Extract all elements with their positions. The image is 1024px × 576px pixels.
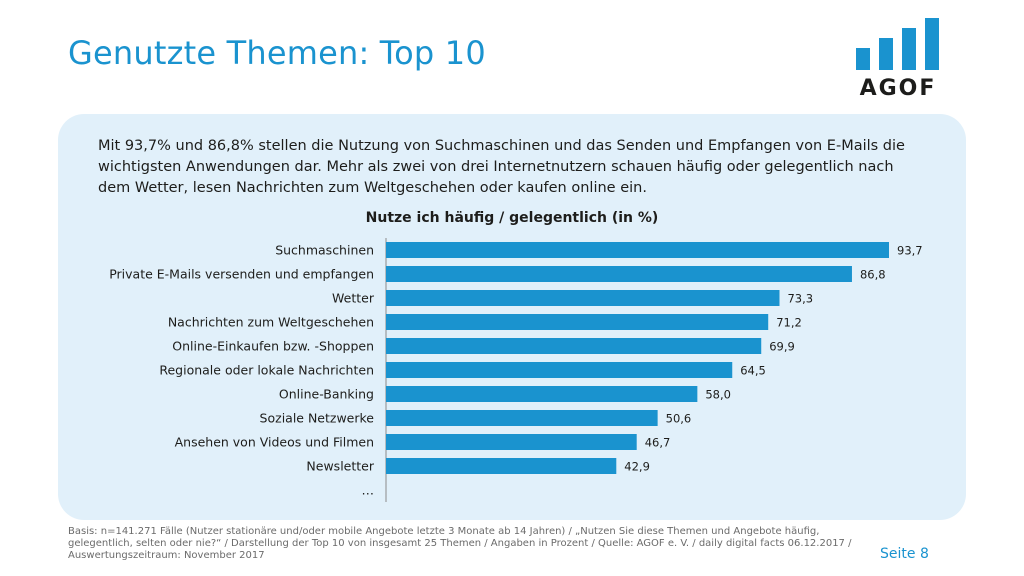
category-label: Soziale Netzwerke <box>260 411 375 426</box>
bar <box>386 410 658 426</box>
value-label: 71,2 <box>776 316 802 330</box>
bar <box>386 362 733 378</box>
category-label: Nachrichten zum Weltgeschehen <box>168 315 374 330</box>
value-label: 64,5 <box>740 364 766 378</box>
logo-bar <box>856 48 870 70</box>
category-label: Online-Einkaufen bzw. -Shoppen <box>172 339 374 354</box>
bar <box>386 386 698 402</box>
value-label: 93,7 <box>897 244 923 258</box>
category-label: Suchmaschinen <box>275 243 374 258</box>
value-label: 42,9 <box>624 460 650 474</box>
intro-text: Mit 93,7% und 86,8% stellen die Nutzung … <box>98 138 905 196</box>
bar <box>386 290 780 306</box>
chart-title: Nutze ich häufig / gelegentlich (in %) <box>365 210 659 226</box>
logo-bar <box>879 38 893 70</box>
category-label: Wetter <box>332 291 375 306</box>
value-label: 86,8 <box>860 268 886 282</box>
footnote: Basis: n=141.271 Fälle (Nutzer stationär… <box>68 526 852 561</box>
category-label-ellipsis: … <box>362 483 375 498</box>
category-label: Regionale oder lokale Nachrichten <box>159 363 374 378</box>
bar <box>386 242 889 258</box>
category-label: Ansehen von Videos und Filmen <box>175 435 374 450</box>
bar <box>386 266 852 282</box>
category-label: Newsletter <box>306 459 374 474</box>
logo-text: AGOF <box>859 76 937 101</box>
logo-bar <box>925 18 939 70</box>
value-label: 50,6 <box>666 412 692 426</box>
page-number: Seite 8 <box>880 546 929 562</box>
bar <box>386 458 617 474</box>
value-label: 58,0 <box>705 388 731 402</box>
bar <box>386 434 637 450</box>
page-title: Genutzte Themen: Top 10 <box>68 34 486 72</box>
logo-bar <box>902 28 916 70</box>
bar <box>386 338 762 354</box>
agof-logo: AGOF <box>852 18 944 101</box>
value-label: 69,9 <box>769 340 795 354</box>
bar <box>386 314 769 330</box>
value-label: 73,3 <box>787 292 813 306</box>
category-label: Private E-Mails versenden und empfangen <box>109 267 374 282</box>
category-label: Online-Banking <box>279 387 374 402</box>
value-label: 46,7 <box>645 436 671 450</box>
logo-bars-icon <box>856 18 940 70</box>
